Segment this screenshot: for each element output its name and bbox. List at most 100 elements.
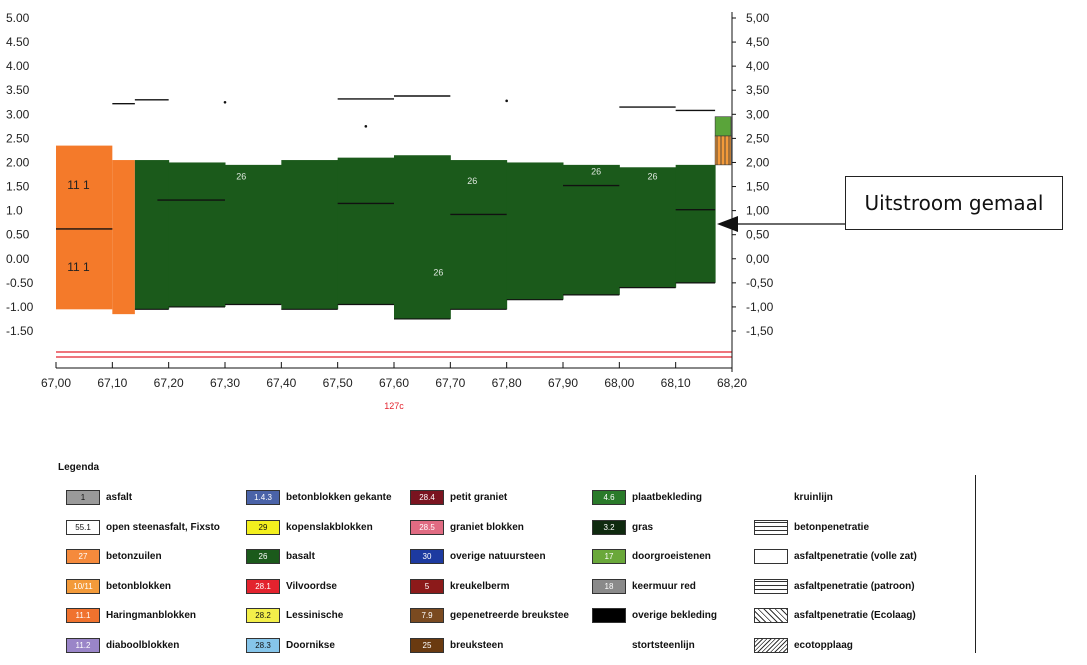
legend-swatch: 28.1 bbox=[246, 578, 280, 594]
chainage-label: 127c bbox=[384, 401, 404, 411]
legend-swatch: 29 bbox=[246, 519, 280, 535]
legend-swatch bbox=[754, 578, 788, 594]
y-tick-label-left: 0.00 bbox=[6, 252, 30, 266]
legend-swatch: 26 bbox=[246, 549, 280, 564]
legend-item: 27 betonzuilen bbox=[66, 547, 220, 566]
callout-box: Uitstroom gemaal bbox=[845, 176, 1063, 230]
x-tick-label: 67,10 bbox=[97, 376, 127, 390]
legend-swatch: 27 bbox=[66, 549, 100, 564]
y-tick-label-right: -0,50 bbox=[746, 276, 774, 290]
legend-item: 7.9 gepenetreerde breukstee bbox=[410, 606, 569, 625]
legend-item: 5 kreukelberm bbox=[410, 577, 569, 596]
green-segment bbox=[619, 167, 677, 288]
legend-swatch: 1 bbox=[66, 490, 100, 505]
legend-label: overige bekleding bbox=[632, 610, 718, 621]
legend-label: Haringmanblokken bbox=[106, 610, 197, 621]
y-tick-label-right: 2,50 bbox=[746, 131, 770, 145]
legend-swatch: 28.4 bbox=[410, 490, 444, 505]
x-tick-label: 67,80 bbox=[492, 376, 522, 390]
legend-item: 28.1 Vilvoordse bbox=[246, 577, 392, 596]
legend-item: asfaltpenetratie (patroon) bbox=[754, 577, 917, 596]
y-tick-label-left: -1.00 bbox=[6, 300, 34, 314]
green-segment bbox=[281, 160, 339, 310]
y-tick-label-right: 3,50 bbox=[746, 83, 770, 97]
legend-item: 1 asfalt bbox=[66, 488, 220, 507]
legend-label: stortsteenlijn bbox=[632, 639, 695, 651]
y-tick-label-right: 2,00 bbox=[746, 155, 770, 169]
legend-label: keermuur red bbox=[632, 580, 696, 592]
legend-item: 3.2 gras bbox=[592, 518, 717, 537]
green-label: 26 bbox=[648, 171, 658, 181]
legend-label: plaatbekleding bbox=[632, 492, 703, 503]
y-tick-label-left: 4.50 bbox=[6, 35, 30, 49]
legend-swatch: 7.9 bbox=[410, 608, 444, 623]
y-tick-label-left: 2.00 bbox=[6, 155, 30, 169]
green-segment bbox=[134, 160, 170, 310]
legend-label: graniet blokken bbox=[450, 521, 524, 533]
legend-item: 30 overige natuursteen bbox=[410, 547, 569, 566]
legend-label: breuksteen bbox=[450, 639, 504, 651]
legend-swatch bbox=[754, 490, 788, 505]
legend-label: betonblokken bbox=[106, 580, 172, 592]
legend-item: 26 basalt bbox=[246, 547, 392, 566]
orange-block bbox=[56, 145, 113, 310]
green-segment bbox=[563, 164, 620, 295]
green-segment bbox=[675, 164, 716, 283]
legend-item: 29 kopenslakblokken bbox=[246, 518, 392, 537]
green-segment bbox=[168, 162, 226, 307]
y-tick-label-right: 1,50 bbox=[746, 180, 770, 194]
legend-swatch: 28.5 bbox=[410, 519, 444, 535]
legend-item: kruinlijn bbox=[754, 488, 917, 507]
x-tick-label: 67,00 bbox=[41, 376, 71, 390]
legend-swatch: 18 bbox=[592, 578, 626, 594]
legend-label: betonpenetratie bbox=[794, 521, 870, 533]
legend-item: 18 keermuur red bbox=[592, 577, 717, 596]
legend-label: diaboolblokken bbox=[106, 639, 180, 651]
legend-swatch: 10/11 bbox=[66, 578, 100, 594]
y-tick-label-right: 3,00 bbox=[746, 107, 770, 121]
x-tick-label: 68,20 bbox=[717, 376, 747, 390]
legend-label: asfalt bbox=[106, 492, 133, 503]
x-tick-label: 67,50 bbox=[323, 376, 353, 390]
legend-item: 10/11 betonblokken bbox=[66, 577, 220, 596]
y-tick-label-left: 1.50 bbox=[6, 180, 30, 194]
x-tick-label: 67,20 bbox=[154, 376, 184, 390]
y-tick-label-left: 5.00 bbox=[6, 11, 30, 25]
legend-swatch: 1.4.3 bbox=[246, 490, 280, 505]
y-tick-label-right: 4,00 bbox=[746, 59, 770, 73]
legend-label: overige natuursteen bbox=[450, 551, 546, 562]
legend-swatch bbox=[592, 608, 626, 623]
legend-label: Lessinische bbox=[286, 610, 344, 621]
x-tick-label: 67,40 bbox=[266, 376, 296, 390]
legend-item: 28.2 Lessinische bbox=[246, 606, 392, 625]
y-tick-label-right: -1,00 bbox=[746, 300, 774, 314]
legend-swatch bbox=[754, 519, 788, 535]
green-segment bbox=[337, 157, 395, 305]
legend-column: 4.6 plaatbekleding 3.2 gras 17 doorgroeistene… bbox=[592, 488, 717, 665]
legend-item: 25 breuksteen bbox=[410, 636, 569, 655]
legend-column: 1 asfalt 55.1 open steenasfalt, Fixsto 27 bet… bbox=[66, 488, 220, 665]
legend-swatch: 3.2 bbox=[592, 519, 626, 535]
legend-item: 17 doorgroeistenen bbox=[592, 547, 717, 566]
legend-column: 1.4.3 betonblokken gekante 29 kopenslakblok… bbox=[246, 488, 392, 665]
green-label: 26 bbox=[236, 171, 246, 181]
legend-swatch bbox=[592, 638, 626, 653]
y-tick-label-left: 2.50 bbox=[6, 131, 30, 145]
legend-item: 28.4 petit graniet bbox=[410, 488, 569, 507]
profile-chart: 11 1 11 1 26 26 26 26 26 5.00 5,00 4.50 4,50 4.00 4,… bbox=[6, 11, 845, 411]
legend-label: gepenetreerde breukstee bbox=[450, 610, 569, 621]
legend-title: Legenda bbox=[58, 462, 100, 473]
legend-swatch bbox=[754, 608, 788, 623]
legend-label: kopenslakblokken bbox=[286, 521, 373, 533]
legend-swatch: 11.1 bbox=[66, 608, 100, 623]
y-tick-label-right: 5,00 bbox=[746, 11, 770, 25]
y-tick-label-left: 1.0 bbox=[6, 204, 23, 218]
y-tick-label-right: 1,00 bbox=[746, 204, 770, 218]
green-segment bbox=[506, 162, 564, 300]
legend-item: asfaltpenetratie (volle zat) bbox=[754, 547, 917, 566]
legend-label: asfaltpenetratie (volle zat) bbox=[794, 551, 917, 562]
legend-item: asfaltpenetratie (Ecolaag) bbox=[754, 606, 917, 625]
legend-swatch bbox=[754, 637, 788, 653]
legend-item: 28.3 Doornikse bbox=[246, 636, 392, 655]
x-tick-label: 68,00 bbox=[604, 376, 634, 390]
